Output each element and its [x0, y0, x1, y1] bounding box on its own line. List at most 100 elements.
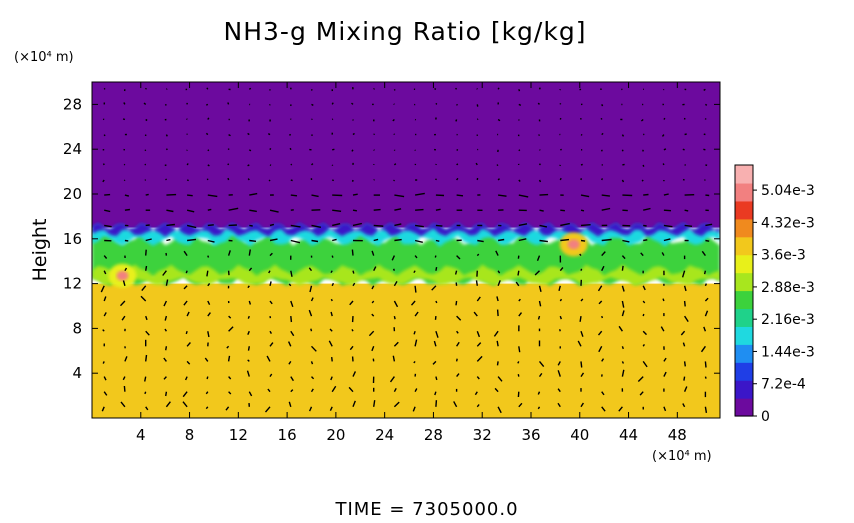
wind-vector	[269, 180, 270, 181]
wind-vector	[414, 104, 415, 105]
wind-vector	[353, 210, 357, 211]
wind-vector	[539, 316, 540, 319]
wind-vector	[704, 134, 706, 135]
wind-vector	[581, 164, 583, 165]
wind-vector	[664, 210, 671, 211]
y-tick-label-0: 4	[72, 364, 82, 382]
wind-vector	[560, 240, 569, 241]
wind-vector	[456, 271, 457, 275]
wind-vector	[332, 239, 336, 240]
wind-vector	[498, 179, 499, 180]
wind-vector	[622, 361, 623, 363]
wind-vector	[312, 135, 313, 136]
wind-vector	[683, 149, 685, 150]
wind-vector	[207, 377, 208, 379]
wind-vector	[166, 225, 175, 226]
wind-vector	[165, 165, 167, 166]
wind-vector	[643, 225, 646, 226]
wind-vector	[104, 195, 110, 196]
region-lower	[92, 284, 720, 418]
wind-vector	[602, 133, 603, 134]
wind-vector	[602, 178, 603, 180]
wind-vector	[519, 89, 520, 91]
y-axis-unit: (×10⁴ m)	[14, 50, 74, 65]
wind-vector	[560, 178, 561, 180]
wind-vector	[290, 148, 291, 150]
wind-vector	[685, 361, 686, 366]
wind-vector	[249, 346, 250, 350]
y-tick-label-3: 16	[63, 230, 82, 248]
wind-vector	[187, 195, 193, 196]
wind-vector	[208, 225, 214, 226]
wind-vector	[124, 164, 125, 165]
wind-vector	[540, 164, 541, 165]
wind-vector	[228, 178, 229, 180]
wind-vector	[186, 331, 187, 334]
wind-vector	[622, 180, 623, 182]
colorbar-segment-11	[735, 201, 753, 220]
wind-vector	[705, 407, 706, 413]
wind-vector	[248, 316, 249, 319]
wind-vector	[602, 104, 603, 106]
wind-vector	[104, 164, 105, 165]
wind-vector	[145, 164, 146, 165]
wind-vector	[332, 357, 333, 361]
x-tick-label-0: 4	[136, 426, 146, 444]
wind-vector	[312, 164, 313, 165]
wind-vector	[560, 299, 561, 301]
wind-vector	[684, 377, 685, 381]
wind-vector	[249, 250, 250, 256]
x-axis-unit: (×10⁴ m)	[652, 449, 712, 464]
wind-vector	[602, 240, 612, 241]
wind-vector	[146, 250, 147, 256]
wind-vector	[374, 89, 375, 90]
wind-vector	[457, 164, 458, 165]
wind-vector	[394, 164, 395, 165]
y-tick-label-6: 28	[63, 95, 82, 113]
wind-vector	[643, 195, 648, 196]
wind-vector	[581, 269, 582, 271]
wind-vector	[394, 89, 395, 90]
wind-vector	[518, 374, 519, 376]
x-tick-label-6: 28	[424, 426, 443, 444]
wind-vector	[581, 361, 582, 367]
wind-vector	[457, 359, 458, 362]
wind-vector	[622, 164, 624, 165]
wind-vector	[291, 164, 292, 165]
colorbar-segment-8	[735, 255, 753, 274]
wind-vector	[165, 104, 166, 105]
wind-vector	[103, 361, 104, 363]
wind-vector	[270, 224, 274, 225]
x-tick-label-11: 48	[668, 426, 687, 444]
wind-vector	[146, 266, 147, 271]
wind-vector	[560, 210, 565, 211]
x-tick-label-8: 36	[521, 426, 540, 444]
wind-vector	[456, 301, 457, 305]
region-upper	[92, 82, 720, 228]
wind-vector	[186, 271, 187, 273]
colorbar-tick-label-3: 2.16e-3	[761, 312, 815, 328]
hotspot-0	[568, 239, 580, 249]
wind-vector	[187, 164, 188, 165]
y-tick-label-5: 24	[63, 140, 82, 158]
wind-vector	[414, 331, 415, 334]
wind-vector	[519, 150, 520, 151]
wind-vector	[519, 346, 520, 352]
y-tick-label-4: 20	[63, 185, 82, 203]
wind-vector	[497, 165, 498, 166]
wind-vector	[312, 89, 313, 90]
wind-vector	[331, 299, 332, 301]
wind-vector	[685, 210, 689, 211]
x-tick-label-5: 24	[375, 426, 394, 444]
wind-vector	[166, 240, 170, 241]
colorbar-segment-0	[735, 398, 753, 417]
colorbar-segment-9	[735, 237, 753, 256]
wind-vector	[705, 377, 706, 379]
wind-vector	[664, 118, 665, 119]
wind-vector	[123, 119, 125, 120]
wind-vector	[705, 241, 709, 242]
wind-vector	[248, 133, 250, 134]
colorbar-tick-label-7: 5.04e-3	[761, 183, 815, 199]
